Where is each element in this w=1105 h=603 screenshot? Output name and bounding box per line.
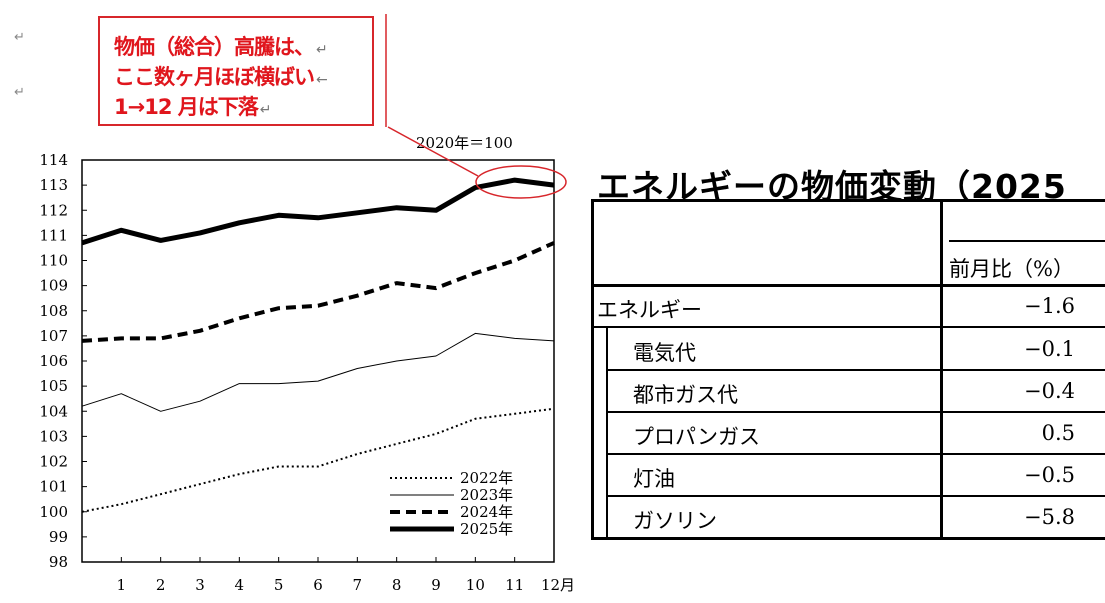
y-tick-label: 98 xyxy=(49,553,68,571)
x-tick-label: 12月 xyxy=(541,576,575,594)
row-value-kerosene: −0.5 xyxy=(1024,463,1075,487)
row-value-energy: −1.6 xyxy=(1024,294,1075,318)
y-tick-label: 101 xyxy=(39,478,68,496)
row-value-propane: 0.5 xyxy=(1041,421,1075,445)
row-label-energy: エネルギー xyxy=(597,298,702,322)
y-tick-label: 110 xyxy=(39,252,68,270)
series-line-2025年 xyxy=(81,177,555,246)
series-line-2023年 xyxy=(81,332,555,412)
row-label-kerosene: 灯油 xyxy=(633,467,675,491)
x-tick-label: 10 xyxy=(466,576,485,594)
callout-line-1: 物価（総合）高騰は、 ↵ xyxy=(114,35,328,59)
series-line-2024年 xyxy=(81,241,555,343)
y-tick-label: 100 xyxy=(39,503,68,521)
x-tick-label: 9 xyxy=(431,576,441,594)
y-tick-label: 106 xyxy=(39,352,68,370)
row-value-gasoline: −5.8 xyxy=(1024,505,1075,529)
x-tick-label: 7 xyxy=(353,576,363,594)
x-tick-label: 8 xyxy=(392,576,402,594)
column-header-mom: 前月比（%） xyxy=(949,257,1074,281)
x-tick-label: 5 xyxy=(274,576,284,594)
row-label-gasoline: ガソリン xyxy=(633,509,717,533)
x-tick-label: 2 xyxy=(156,576,166,594)
base-year-note: 2020年＝100 xyxy=(416,134,513,152)
row-value-city-gas: −0.4 xyxy=(1024,379,1075,403)
legend-label: 2025年 xyxy=(460,520,513,538)
paragraph-mark: ↵ xyxy=(14,85,25,100)
x-tick-label: 1 xyxy=(117,576,127,594)
y-tick-label: 102 xyxy=(39,453,68,471)
y-tick-label: 105 xyxy=(39,377,68,395)
x-tick-label: 6 xyxy=(313,576,323,594)
legend-label: 2024年 xyxy=(460,503,513,521)
callout-box: 物価（総合）高騰は、 ↵ ここ数ヶ月ほぼ横ばい ← 1→12 月は下落 ↵ xyxy=(98,16,374,126)
callout-connector xyxy=(387,126,479,177)
x-tick-label: 11 xyxy=(505,576,524,594)
paragraph-mark: ↵ xyxy=(14,30,25,45)
y-tick-label: 104 xyxy=(39,402,68,420)
x-tick-label: 4 xyxy=(235,576,245,594)
row-label-city-gas: 都市ガス代 xyxy=(633,383,738,407)
callout-line-2: ここ数ヶ月ほぼ横ばい ← xyxy=(114,65,328,89)
y-tick-label: 112 xyxy=(39,201,68,219)
y-tick-label: 99 xyxy=(49,528,68,546)
legend-label: 2023年 xyxy=(460,486,513,504)
y-tick-label: 114 xyxy=(39,151,68,169)
y-tick-label: 108 xyxy=(39,302,68,320)
x-tick-label: 3 xyxy=(195,576,205,594)
y-tick-label: 109 xyxy=(39,277,68,295)
energy-price-table: 前月比（%） エネルギー −1.6 電気代 −0.1 都市ガス代 −0.4 プロ… xyxy=(591,199,1105,540)
row-label-electricity: 電気代 xyxy=(633,341,696,365)
row-value-electricity: −0.1 xyxy=(1024,337,1075,361)
highlight-ellipse xyxy=(475,165,567,199)
y-tick-label: 111 xyxy=(39,226,68,244)
y-tick-label: 107 xyxy=(39,327,68,345)
y-tick-label: 103 xyxy=(39,427,68,445)
row-label-propane: プロパンガス xyxy=(633,425,761,449)
y-tick-label: 113 xyxy=(39,176,68,194)
callout-line-3: 1→12 月は下落 ↵ xyxy=(114,95,271,119)
series-line-2022年 xyxy=(81,407,555,513)
legend-label: 2022年 xyxy=(460,469,513,487)
